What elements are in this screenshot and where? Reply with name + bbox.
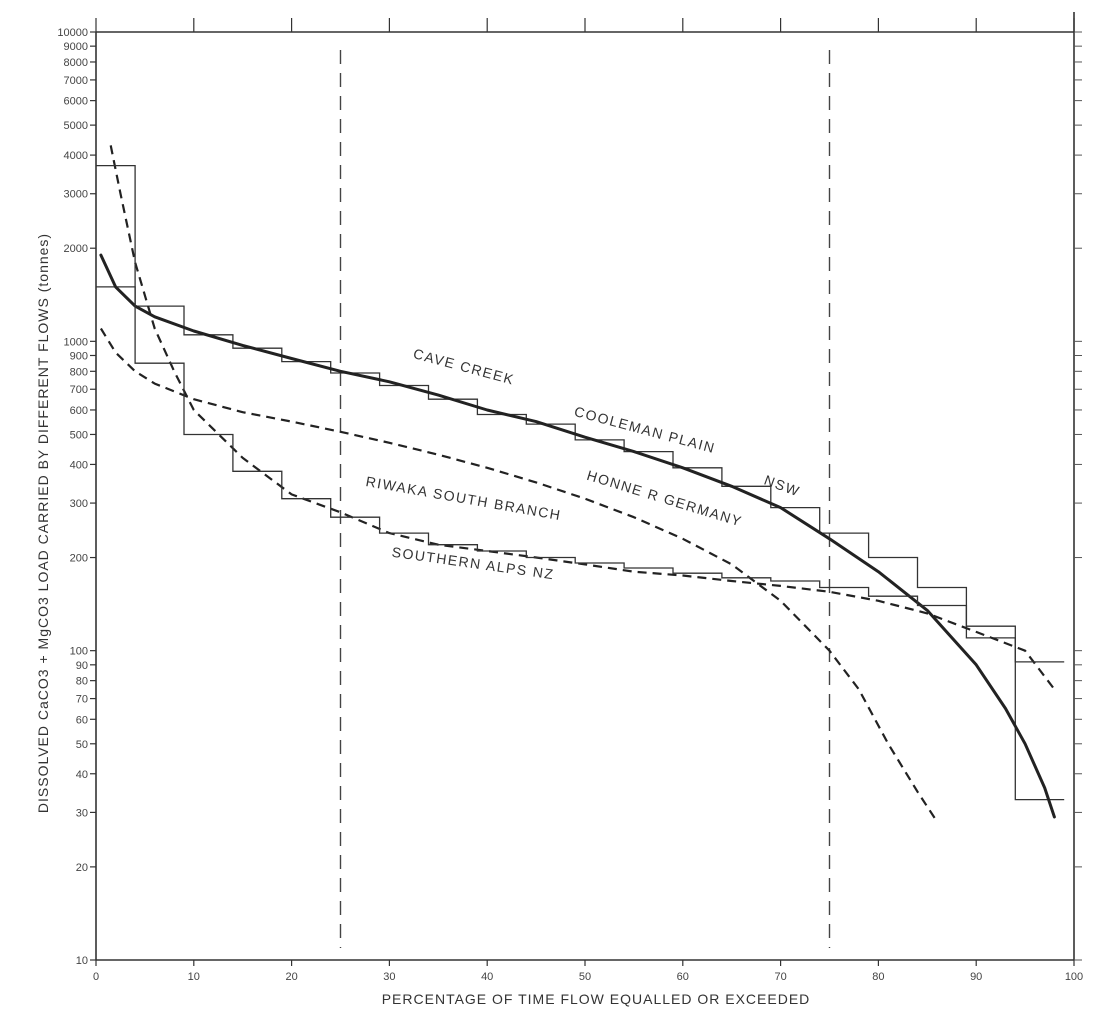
x-tick-label: 80 — [872, 971, 884, 983]
y-tick-label: 70 — [76, 694, 88, 706]
series-4-step-line — [96, 164, 1065, 663]
y-tick-label: 300 — [70, 498, 88, 510]
y-tick-label: 50 — [76, 739, 88, 751]
x-axis-title: PERCENTAGE OF TIME FLOW EQUALLED OR EXCE… — [382, 991, 811, 1007]
y-tick-label: 3000 — [64, 189, 88, 201]
x-tick-label: 100 — [1065, 971, 1083, 983]
series-2-curve — [99, 327, 939, 823]
y-tick-label: 80 — [76, 676, 88, 688]
y-tick-label: 100 — [70, 646, 88, 658]
y-axis-title: DISSOLVED CaCO3 + MgCO3 LOAD CARRIED BY … — [35, 233, 51, 813]
y-tick-label: 9000 — [64, 41, 88, 53]
x-tick-label: 40 — [481, 971, 493, 983]
y-tick-label: 1000 — [64, 336, 88, 348]
series-label: SOUTHERN ALPS NZ — [391, 544, 556, 583]
x-tick-label: 0 — [93, 971, 99, 983]
y-axis-ticks: 10 20 30 40 50 60 70 80 90 100 200 300 400 500 600 700 8… — [57, 27, 1082, 967]
series-marks — [96, 145, 1065, 823]
reference-lines — [339, 50, 831, 948]
series-1-smooth-curve — [99, 253, 1056, 819]
x-tick-label: 10 — [188, 971, 200, 983]
x-tick-label: 60 — [677, 971, 689, 983]
x-tick-label: 30 — [383, 971, 395, 983]
plot-frame — [95, 12, 1075, 961]
y-tick-label: 10 — [76, 955, 88, 967]
y-tick-label: 500 — [70, 429, 88, 441]
y-tick-label: 8000 — [64, 57, 88, 69]
y-tick-label: 40 — [76, 769, 88, 781]
y-tick-label: 4000 — [64, 150, 88, 162]
y-tick-label: 2000 — [64, 243, 88, 255]
x-tick-label: 20 — [285, 971, 297, 983]
y-tick-label: 700 — [70, 384, 88, 396]
series-label: HONNE R GERMANY — [585, 467, 744, 530]
x-tick-label: 70 — [774, 971, 786, 983]
y-tick-label: 10000 — [57, 27, 88, 39]
y-tick-label: 600 — [70, 405, 88, 417]
y-tick-label: 800 — [70, 366, 88, 378]
series-3-curve — [109, 145, 1056, 690]
y-tick-label: 60 — [76, 714, 88, 726]
y-tick-label: 30 — [76, 807, 88, 819]
series-label: NSW — [762, 472, 802, 500]
x-axis-ticks: 0 10 20 30 40 50 60 70 80 90 100 — [93, 18, 1083, 983]
y-tick-label: 90 — [76, 660, 88, 672]
y-tick-label: 900 — [70, 350, 88, 362]
series-label: COOLEMAN PLAIN — [573, 403, 718, 456]
series-1-step-line — [96, 286, 1065, 801]
y-tick-label: 7000 — [64, 75, 88, 87]
series-labels: CAVE CREEK COOLEMAN PLAIN NSW HONNE R GERMA… — [365, 345, 803, 582]
y-tick-label: 200 — [70, 553, 88, 565]
y-tick-label: 5000 — [64, 120, 88, 132]
x-tick-label: 50 — [579, 971, 591, 983]
series-label: CAVE CREEK — [412, 345, 517, 387]
y-tick-label: 400 — [70, 459, 88, 471]
y-tick-label: 6000 — [64, 96, 88, 108]
x-tick-label: 90 — [970, 971, 982, 983]
y-tick-label: 20 — [76, 862, 88, 874]
